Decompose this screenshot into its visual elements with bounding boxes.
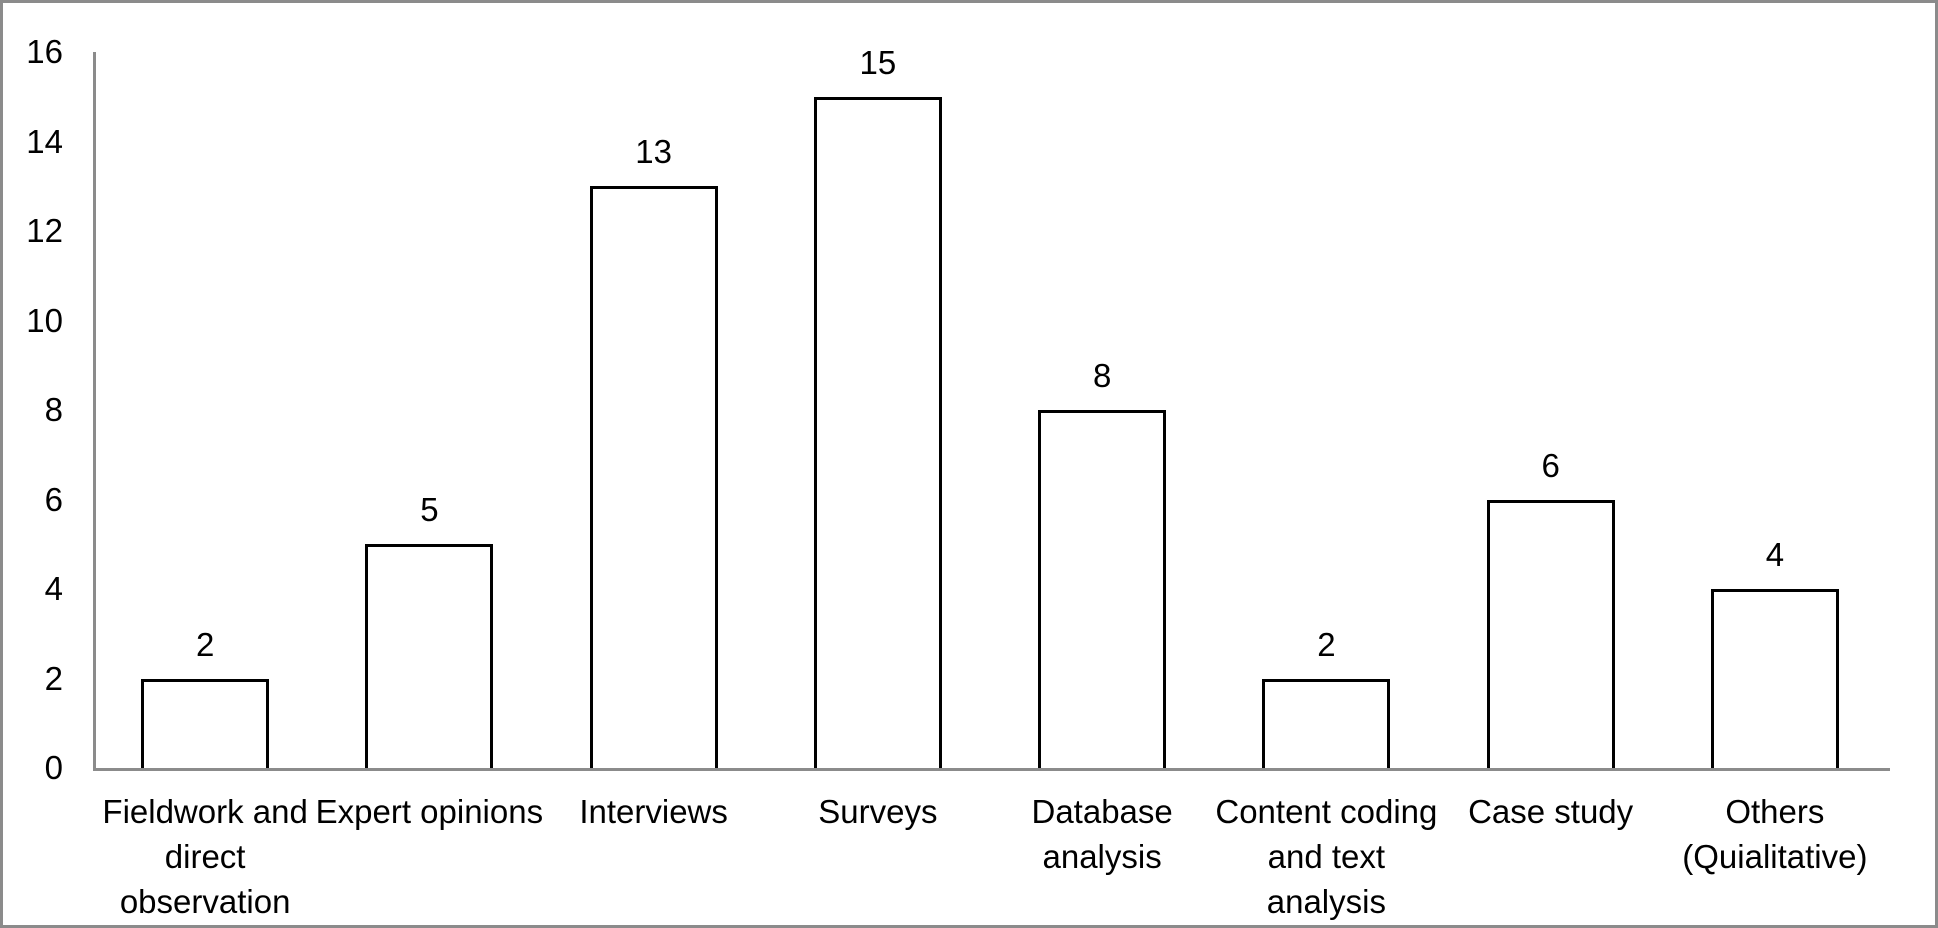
y-axis-line bbox=[93, 52, 96, 771]
bar-value-label: 2 bbox=[195, 625, 215, 663]
y-axis-tick-label: 2 bbox=[44, 659, 63, 697]
bar bbox=[1038, 410, 1167, 768]
bar-value-label: 5 bbox=[420, 491, 439, 529]
y-axis-tick-label: 14 bbox=[26, 122, 63, 160]
bar bbox=[589, 186, 718, 768]
y-axis-tick-label: 4 bbox=[44, 570, 63, 607]
bar bbox=[813, 96, 942, 768]
y-axis-tick-label: 8 bbox=[44, 391, 63, 428]
y-axis-tick-label: 0 bbox=[44, 749, 63, 786]
y-axis-tick-label: 16 bbox=[26, 33, 63, 70]
x-axis-label: Others (Quialitative) bbox=[1682, 793, 1868, 875]
y-axis-tick-label: 6 bbox=[44, 480, 63, 518]
bar-value-label: 6 bbox=[1541, 446, 1560, 484]
x-axis-line bbox=[93, 768, 1890, 771]
y-axis-tick-label: 12 bbox=[26, 212, 63, 249]
bar bbox=[365, 544, 494, 768]
x-axis-label: Database analysis bbox=[1031, 793, 1173, 875]
bar bbox=[1486, 499, 1615, 768]
bar-value-label: 4 bbox=[1765, 536, 1785, 573]
bar bbox=[1262, 678, 1391, 768]
bar-value-label: 2 bbox=[1317, 625, 1336, 663]
x-axis-label: Surveys bbox=[818, 793, 938, 830]
x-axis-label: Expert opinions bbox=[315, 793, 544, 830]
bar-value-label: 15 bbox=[859, 43, 897, 81]
x-axis-label: Case study bbox=[1468, 793, 1634, 830]
bar-value-label: 8 bbox=[1092, 357, 1112, 394]
x-axis-label: Interviews bbox=[579, 793, 728, 830]
y-axis-tick-label: 10 bbox=[26, 301, 63, 339]
bar bbox=[1710, 589, 1839, 768]
x-axis-label: Content coding and text analysis bbox=[1215, 793, 1438, 920]
bar-value-label: 13 bbox=[635, 133, 672, 171]
x-axis-label: Fieldwork and direct observation bbox=[102, 793, 308, 920]
bar bbox=[141, 678, 270, 768]
